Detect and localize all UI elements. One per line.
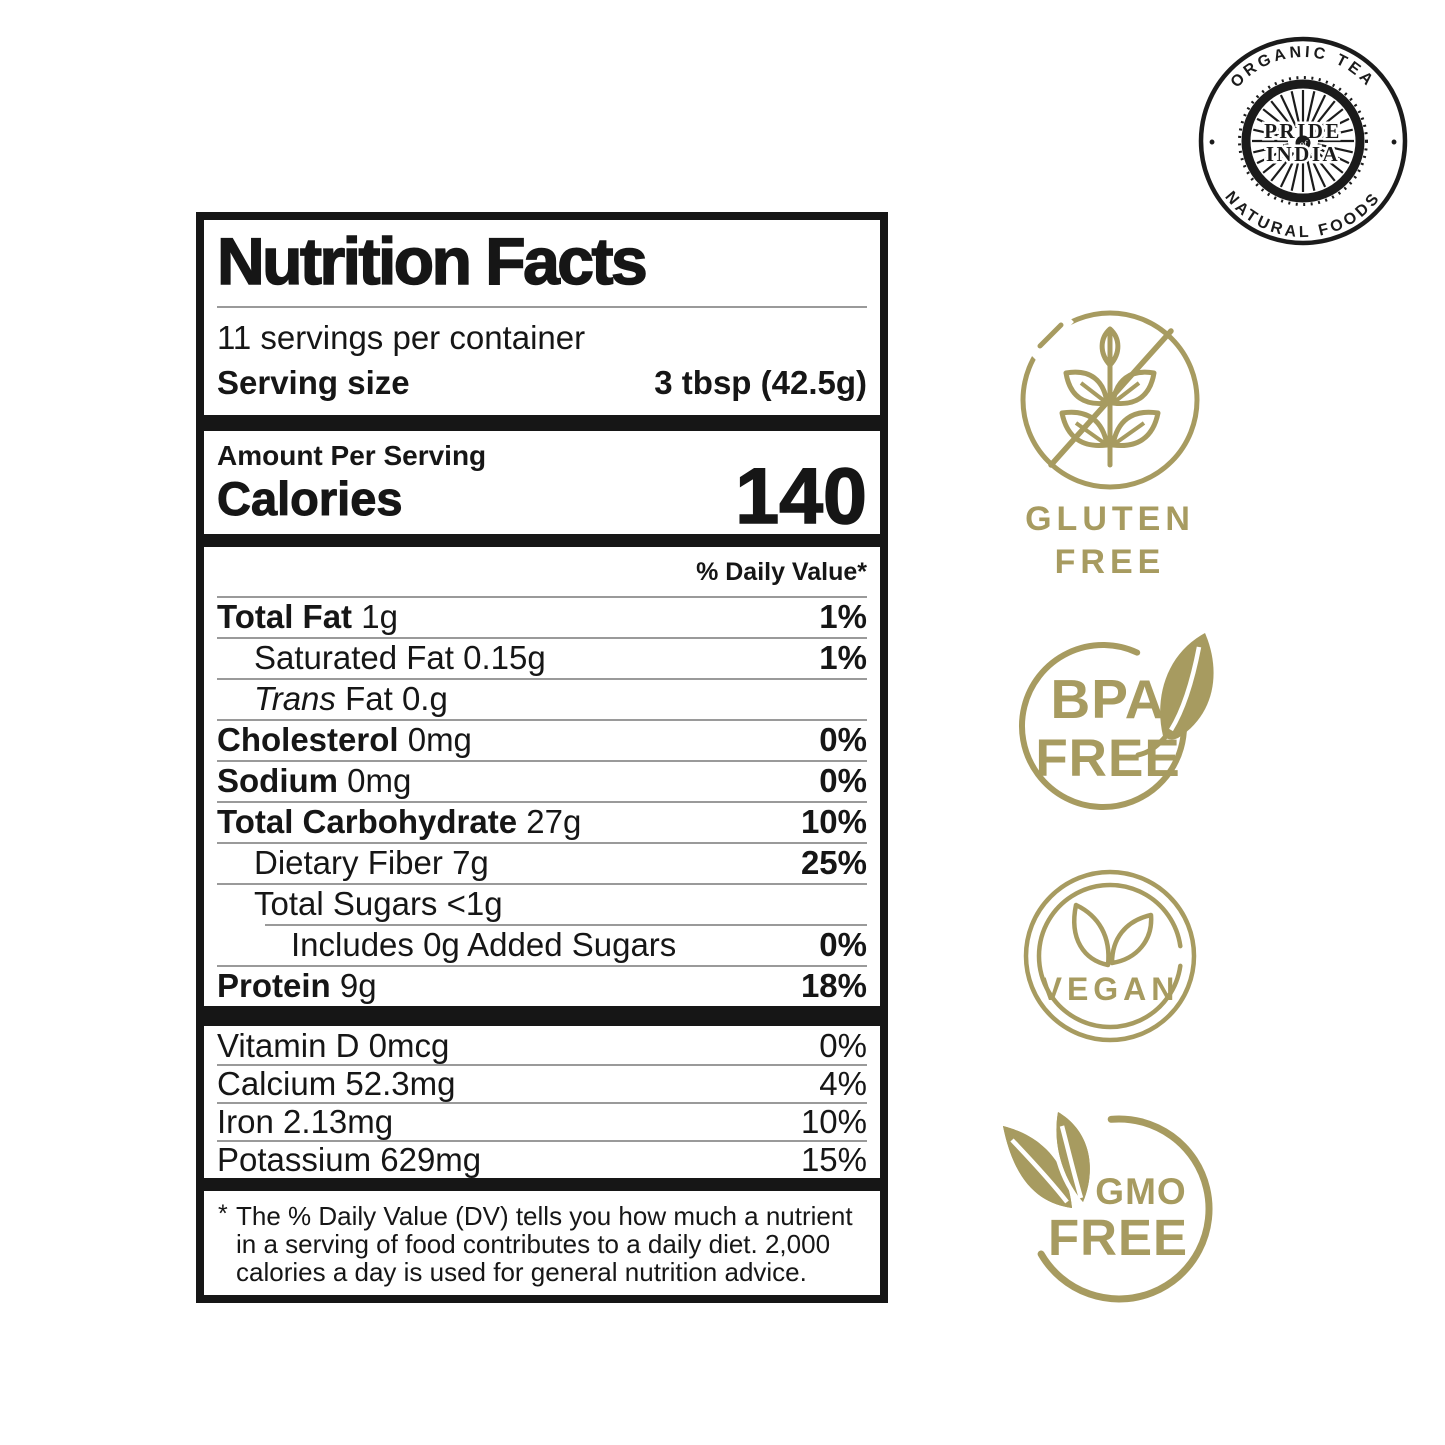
nutrient-row: Trans Fat 0.g [217,677,867,719]
gluten-free-badge: GLUTEN FREE [1020,310,1200,581]
logo-right-dot: • [1391,132,1397,152]
nutrient-row: Calcium 52.3mg 4% [217,1063,867,1102]
nutrient-name: Calcium 52.3mg [217,1064,456,1102]
serving-size-value: 3 tbsp (42.5g) [654,363,867,401]
vegan-label: VEGAN [1041,971,1180,1007]
logo-word-of: of [1299,139,1308,149]
nutrition-facts-label: Nutrition Facts 11 servings per containe… [196,212,888,1303]
gmo-free-badge: GMO FREE [997,1104,1213,1303]
logo-chakra-rays [1252,90,1354,192]
daily-value-percent: 25% [800,844,867,882]
gluten-free-icon [1020,310,1200,490]
daily-value-percent: 1% [819,598,867,636]
gmo-free-label-line2: FREE [1048,1209,1188,1266]
nutrient-row: Total Sugars <1g [217,882,867,924]
nutrient-row: Potassium 629mg 15% [217,1139,867,1178]
daily-value-footnote: * The % Daily Value (DV) tells you how m… [217,1191,867,1286]
nutrient-rows: Total Fat 1g 1% Saturated Fat 0.15g 1% Trans… [217,595,867,1006]
amount-per-serving: Amount Per Serving [217,439,487,471]
leaf-icon [1051,1104,1095,1211]
vegan-icon [1023,869,1197,1043]
thick-bar [204,1005,880,1026]
nutrient-name: Total Sugars <1g [254,885,503,923]
thick-bar [204,533,880,547]
daily-value-percent: 18% [800,967,867,1005]
nutrition-facts-title: Nutrition Facts [216,224,648,298]
logo-of-disc [1295,135,1311,151]
nutrient-row: Iron 2.13mg 10% [217,1101,867,1140]
nutrient-name: Dietary Fiber 7g [254,844,489,882]
serving-size-label: Serving size [217,363,410,401]
nutrient-name: Sodium 0mg [217,762,412,800]
daily-value-percent: 1% [819,639,867,677]
calories-label: Calories [216,471,403,525]
nutrient-name: Includes 0g Added Sugars [291,926,677,964]
bpa-free-icon [1018,633,1214,811]
serving-size-row: Serving size 3 tbsp (42.5g) [217,357,867,415]
nutrient-row: Protein 9g 18% [217,964,867,1006]
divider [217,305,867,308]
vegan-badge: VEGAN [1023,869,1197,1043]
daily-value-percent: 0% [819,762,867,800]
daily-value-percent: 0% [819,926,867,964]
logo-left-dot: • [1209,132,1215,152]
leaf-icon [1160,633,1214,740]
no-slash [1048,328,1174,468]
daily-value-percent: 0% [819,721,867,759]
bpa-free-badge: BPA FREE [1018,633,1214,811]
nutrient-row: Cholesterol 0mg 0% [217,718,867,760]
nutrient-name: Saturated Fat 0.15g [254,639,546,677]
nutrient-name: Trans Fat 0.g [254,680,448,718]
nutrient-name: Iron 2.13mg [217,1102,394,1140]
logo-word-india: INDIA [1266,142,1340,166]
gluten-free-label-line1: GLUTEN [1025,500,1195,538]
gmo-free-label-line1: GMO [1095,1171,1186,1212]
thick-bar [204,1177,880,1191]
gluten-free-label-line2: FREE [1055,543,1166,581]
nutrient-row: Total Carbohydrate 27g 10% [217,800,867,842]
bpa-free-label-line1: BPA [1050,668,1165,730]
pride-of-india-logo: ORGANIC TEA NATURAL FOODS • • PRIDE of I… [1198,36,1408,246]
leaf-icon [1109,912,1154,966]
vitamin-rows: Vitamin D 0mcg 0% Calcium 52.3mg 4% Iron 2.1… [217,1026,867,1178]
nutrient-row: Total Fat 1g 1% [217,595,867,637]
bpa-free-label-line2: FREE [1035,729,1180,788]
logo-inner-ring [1241,79,1365,203]
daily-value-percent: 0% [819,1026,867,1064]
nutrient-row: Dietary Fiber 7g 25% [217,841,867,883]
daily-value-percent: 10% [800,1102,867,1140]
nutrient-row: Vitamin D 0mcg 0% [217,1026,867,1064]
nutrient-name: Protein 9g [217,967,377,1005]
nutrient-name: Total Carbohydrate 27g [217,803,582,841]
nutrient-row: Sodium 0mg 0% [217,759,867,801]
logo-ring-teeth [1238,76,1368,206]
nutrient-row: Includes 0g Added Sugars 0% [217,923,867,965]
calories-value: 140 [734,450,867,540]
daily-value-percent: 15% [800,1140,867,1178]
footnote-asterisk: * [218,1199,228,1228]
gmo-free-icon [997,1104,1213,1303]
servings-per-container: 11 servings per container [217,318,586,356]
thick-bar [204,414,880,431]
nutrient-name: Cholesterol 0mg [217,721,472,759]
nutrient-name: Total Fat 1g [217,598,398,636]
footnote-text: The % Daily Value (DV) tells you how muc… [236,1200,853,1287]
daily-value-percent: 10% [800,803,867,841]
daily-value-percent: 4% [819,1064,867,1102]
logo-outer-ring [1198,36,1408,246]
nutrient-name: Potassium 629mg [217,1140,482,1178]
calories-row: Calories 140 [216,450,867,540]
leaf-icon [1072,902,1111,968]
nutrient-row: Saturated Fat 0.15g 1% [217,636,867,678]
daily-value-header: % Daily Value* [696,557,867,586]
nutrient-name: Vitamin D 0mcg [217,1026,450,1064]
